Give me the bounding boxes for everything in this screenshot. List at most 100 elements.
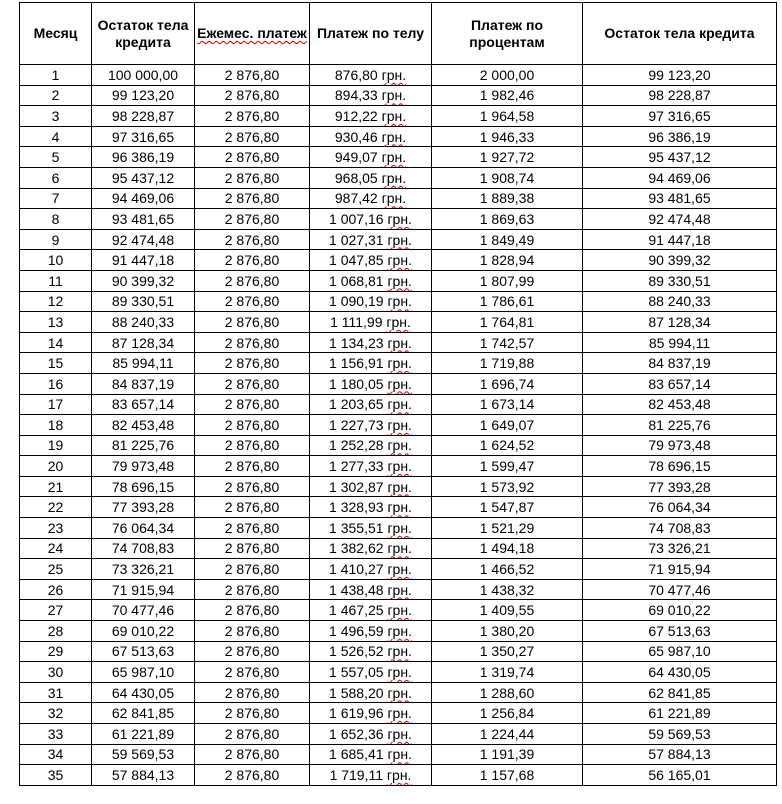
header-row: Месяц Остаток тела кредита Ежемес. плате…	[19, 2, 777, 65]
principal-payment-cell: 1 685,41 грн.	[309, 743, 432, 766]
closing-balance-cell: 90 399,32	[582, 249, 777, 271]
closing-balance-cell: 71 915,94	[582, 558, 777, 580]
closing-balance-cell: 79 973,48	[582, 434, 777, 457]
table-row: 10 91 447,18 2 876,80 1 047,85 грн. 1 828,94…	[19, 249, 777, 271]
closing-balance-cell: 67 513,63	[582, 620, 777, 642]
interest-payment-cell: 1 828,94	[431, 249, 583, 271]
currency-suffix: грн.	[387, 499, 412, 516]
opening-balance-cell: 87 128,34	[91, 331, 195, 354]
monthly-payment-cell: 2 876,80	[194, 105, 310, 127]
currency-suffix: грн.	[386, 766, 412, 783]
table-row: 27 70 477,46 2 876,80 1 467,25 грн. 1 409,55…	[19, 599, 777, 622]
principal-payment-cell: 1 719,11 грн.	[309, 764, 432, 786]
currency-suffix: грн.	[387, 396, 412, 413]
closing-balance-cell: 77 393,28	[582, 475, 777, 498]
monthly-payment-cell: 2 876,80	[194, 764, 310, 786]
table-row: 16 84 837,19 2 876,80 1 180,05 грн. 1 696,74…	[19, 372, 777, 395]
closing-balance-cell: 83 657,14	[582, 372, 777, 395]
monthly-payment-cell: 2 876,80	[194, 578, 310, 601]
month-cell: 25	[19, 558, 92, 580]
principal-payment-cell: 1 252,28 грн.	[309, 434, 432, 457]
monthly-payment-cell: 2 876,80	[194, 372, 310, 395]
principal-payment-cell: 968,05 грн.	[309, 166, 432, 189]
interest-payment-cell: 1 494,18	[431, 537, 583, 560]
interest-payment-cell: 1 982,46	[431, 84, 583, 107]
closing-balance-cell: 62 841,85	[582, 681, 777, 704]
monthly-payment-cell: 2 876,80	[194, 146, 310, 168]
table-row: 20 79 973,48 2 876,80 1 277,33 грн. 1 599,47…	[19, 455, 777, 477]
table-row: 35 57 884,13 2 876,80 1 719,11 грн. 1 157,68…	[19, 764, 777, 786]
closing-balance-cell: 84 837,19	[582, 352, 777, 374]
interest-payment-cell: 1 927,72	[431, 146, 583, 168]
interest-payment-cell: 1 157,68	[431, 764, 583, 786]
principal-payment-cell: 1 410,27 грн.	[309, 558, 432, 580]
table-row: 33 61 221,89 2 876,80 1 652,36 грн. 1 224,44…	[19, 723, 777, 745]
table-row: 9 92 474,48 2 876,80 1 027,31 грн. 1 849,49 9…	[19, 228, 777, 251]
table-row: 13 88 240,33 2 876,80 1 111,99 грн. 1 764,81…	[19, 311, 777, 333]
month-cell: 20	[19, 455, 92, 477]
monthly-payment-cell: 2 876,80	[194, 331, 310, 354]
currency-suffix: грн.	[387, 210, 412, 227]
interest-payment-cell: 1 869,63	[431, 208, 583, 230]
table-row: 18 82 453,48 2 876,80 1 227,73 грн. 1 649,07…	[19, 414, 777, 436]
currency-suffix: грн.	[387, 416, 412, 433]
monthly-payment-cell: 2 876,80	[194, 228, 310, 251]
interest-payment-cell: 1 719,88	[431, 352, 583, 374]
table-row: 11 90 399,32 2 876,80 1 068,81 грн. 1 807,99…	[19, 269, 777, 292]
opening-balance-cell: 95 437,12	[91, 166, 195, 189]
principal-payment-cell: 1 467,25 грн.	[309, 599, 432, 622]
table-row: 21 78 696,15 2 876,80 1 302,87 грн. 1 573,92…	[19, 475, 777, 498]
monthly-payment-cell: 2 876,80	[194, 269, 310, 292]
table-row: 29 67 513,63 2 876,80 1 526,52 грн. 1 350,27…	[19, 640, 777, 663]
monthly-payment-cell: 2 876,80	[194, 681, 310, 704]
table-row: 12 89 330,51 2 876,80 1 090,19 грн. 1 786,61…	[19, 290, 777, 313]
monthly-payment-cell: 2 876,80	[194, 311, 310, 333]
opening-balance-cell: 84 837,19	[91, 372, 195, 395]
principal-payment-cell: 987,42 грн.	[309, 187, 432, 210]
closing-balance-cell: 88 240,33	[582, 290, 777, 313]
table-row: 17 83 657,14 2 876,80 1 203,65 грн. 1 673,14…	[19, 393, 777, 416]
closing-balance-cell: 57 884,13	[582, 743, 777, 766]
principal-payment-cell: 1 438,48 грн.	[309, 578, 432, 601]
table-row: 15 85 994,11 2 876,80 1 156,91 грн. 1 719,88…	[19, 352, 777, 374]
principal-payment-cell: 1 156,91 грн.	[309, 352, 432, 374]
currency-suffix: грн.	[387, 684, 412, 701]
month-cell: 23	[19, 517, 92, 539]
month-cell: 24	[19, 537, 92, 560]
closing-balance-cell: 98 228,87	[582, 84, 777, 107]
principal-payment-cell: 930,46 грн.	[309, 125, 432, 148]
currency-suffix: грн.	[387, 272, 412, 289]
principal-payment-cell: 1 588,20 грн.	[309, 681, 432, 704]
month-cell: 18	[19, 414, 92, 436]
closing-balance-cell: 73 326,21	[582, 537, 777, 560]
table-row: 30 65 987,10 2 876,80 1 557,05 грн. 1 319,74…	[19, 661, 777, 683]
opening-balance-cell: 97 316,65	[91, 125, 195, 148]
month-cell: 9	[19, 228, 92, 251]
monthly-payment-cell: 2 876,80	[194, 496, 310, 519]
monthly-payment-cell: 2 876,80	[194, 208, 310, 230]
opening-balance-cell: 67 513,63	[91, 640, 195, 663]
opening-balance-cell: 62 841,85	[91, 702, 195, 724]
currency-suffix: грн.	[387, 581, 412, 598]
closing-balance-cell: 76 064,34	[582, 496, 777, 519]
interest-payment-cell: 1 288,60	[431, 681, 583, 704]
currency-suffix: грн.	[381, 66, 407, 83]
principal-payment-cell: 1 090,19 грн.	[309, 290, 432, 313]
table-row: 31 64 430,05 2 876,80 1 588,20 грн. 1 288,60…	[19, 681, 777, 704]
month-cell: 1	[19, 64, 92, 86]
currency-suffix: грн.	[387, 664, 412, 681]
table-row: 6 95 437,12 2 876,80 968,05 грн. 1 908,74 94 …	[19, 166, 777, 189]
opening-balance-cell: 61 221,89	[91, 723, 195, 745]
closing-balance-cell: 65 987,10	[582, 640, 777, 663]
month-cell: 8	[19, 208, 92, 230]
principal-payment-cell: 1 227,73 грн.	[309, 414, 432, 436]
currency-suffix: грн.	[387, 355, 412, 372]
closing-balance-cell: 94 469,06	[582, 166, 777, 189]
amortization-table: Месяц Остаток тела кредита Ежемес. плате…	[19, 2, 777, 786]
currency-suffix: грн.	[386, 313, 411, 330]
currency-suffix: грн.	[387, 705, 412, 722]
currency-suffix: грн.	[387, 437, 412, 454]
principal-payment-cell: 1 111,99 грн.	[309, 311, 432, 333]
month-cell: 34	[19, 743, 92, 766]
interest-payment-cell: 1 946,33	[431, 125, 583, 148]
